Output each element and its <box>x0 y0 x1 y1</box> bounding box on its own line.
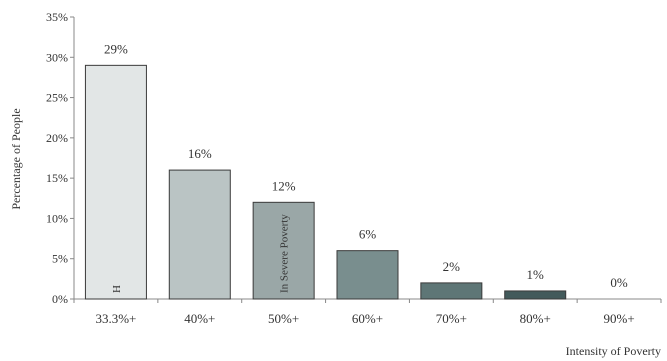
data-label: 0% <box>610 275 628 290</box>
data-label: 16% <box>188 146 212 161</box>
bar-4 <box>336 250 399 300</box>
bar-5 <box>420 282 483 300</box>
y-tick-label: 10% <box>46 211 68 225</box>
bar-2 <box>168 169 231 300</box>
y-tick-label: 35% <box>46 10 68 24</box>
x-tick-label: 70%+ <box>436 311 467 326</box>
y-axis-title-group: Percentage of People <box>9 108 23 209</box>
bar-6 <box>504 290 567 300</box>
y-tick-label: 20% <box>46 131 68 145</box>
x-tick-label: 90%+ <box>603 311 634 326</box>
x-tick-label: 50%+ <box>268 311 299 326</box>
data-label: 6% <box>359 227 377 242</box>
x-tick-label: 40%+ <box>184 311 215 326</box>
y-tick-label: 15% <box>46 171 68 185</box>
x-tick-label: 33.3%+ <box>95 311 136 326</box>
bar-3 <box>252 201 315 300</box>
data-label: 29% <box>104 41 128 56</box>
data-label: 12% <box>272 178 296 193</box>
y-axis-title: Percentage of People <box>9 108 23 209</box>
x-tick-label: 80%+ <box>520 311 551 326</box>
y-tick-label: 5% <box>52 252 68 266</box>
plot-area: 0% 5% 10% 15% 20% 25% 30% 35% 29% 33.3%+ 16% 40%+ 12… <box>46 10 662 326</box>
bar-1 <box>84 64 147 300</box>
x-axis-title: Intensity of Poverty <box>566 344 661 358</box>
data-label: 2% <box>443 259 461 274</box>
y-tick-label: 25% <box>46 91 68 105</box>
y-tick-label: 0% <box>52 292 68 306</box>
y-tick-label: 30% <box>46 50 68 64</box>
in-bar-label: H <box>111 285 123 293</box>
x-tick-label: 60%+ <box>352 311 383 326</box>
in-bar-label: In Severe Poverty <box>279 214 291 293</box>
data-label: 1% <box>527 267 545 282</box>
